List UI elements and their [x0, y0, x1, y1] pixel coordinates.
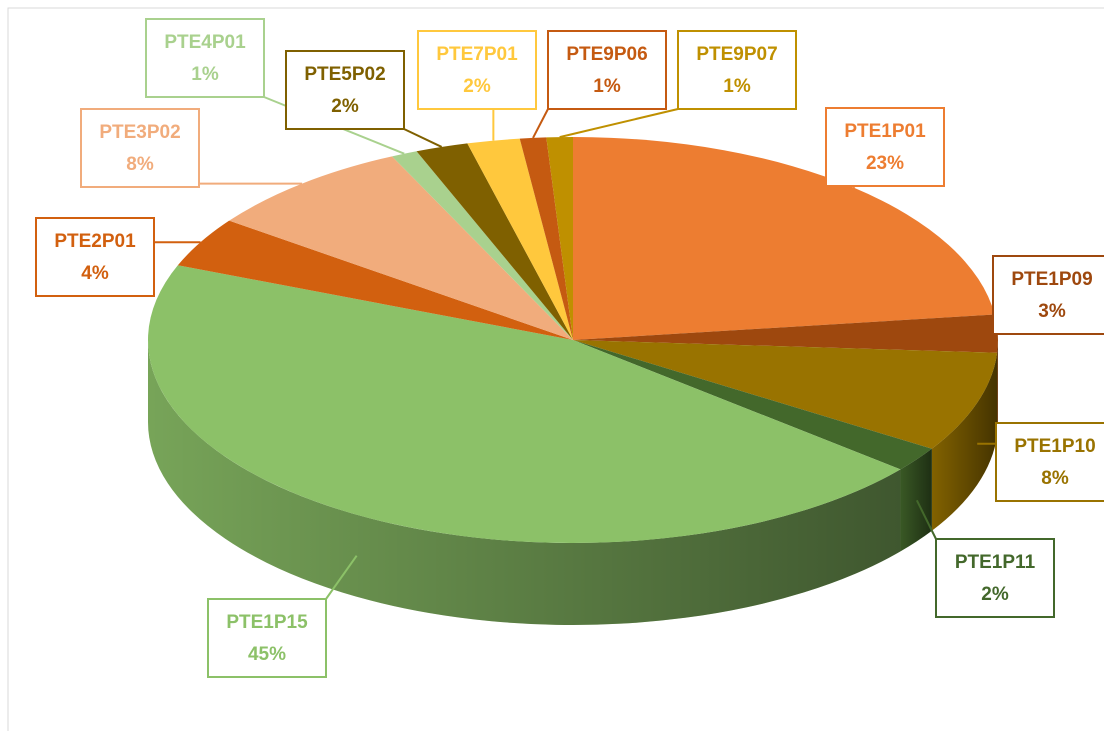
label-value: 1% [593, 76, 621, 97]
label-value: 4% [81, 263, 109, 284]
slice [467, 138, 573, 340]
label-category: PTE9P06 [566, 44, 647, 65]
label-value: 1% [723, 76, 751, 97]
label-category: PTE1P15 [226, 612, 308, 633]
leader-line [915, 499, 937, 540]
label-value: 45% [248, 644, 286, 665]
label-category: PTE5P02 [304, 64, 385, 85]
leader-line [403, 128, 443, 148]
slice-side-shade [997, 340, 998, 435]
label-category: PTE1P01 [844, 121, 926, 142]
label-box [677, 30, 797, 110]
slice [573, 340, 932, 470]
label-value: 8% [126, 154, 154, 175]
label-box [35, 217, 155, 297]
data-labels: PTE1P01 23% PTE1P09 3% PTE1P10 8% PTE1P11 2% PTE… [35, 18, 1104, 678]
slice-side-shade [900, 448, 932, 552]
label-category: PTE2P01 [54, 231, 136, 252]
label-box [995, 422, 1104, 502]
slice [229, 156, 573, 340]
label-value: 2% [981, 584, 1009, 605]
pie-sides [148, 340, 998, 625]
slice [392, 151, 573, 340]
label-category: PTE7P01 [436, 44, 518, 65]
label-category: PTE1P09 [1011, 269, 1092, 290]
label-value: 2% [463, 76, 491, 97]
slice [573, 137, 995, 340]
slice [177, 220, 574, 340]
label-value: 3% [1038, 301, 1066, 322]
slice [519, 137, 573, 340]
slice [573, 340, 998, 449]
label-box [992, 255, 1104, 335]
label-box [825, 107, 945, 187]
slice [573, 314, 999, 353]
label-box [285, 50, 405, 130]
slice [546, 137, 573, 340]
leader-line [325, 555, 358, 600]
leader-line [559, 108, 679, 139]
label-value: 8% [1041, 468, 1069, 489]
label-box [80, 108, 200, 188]
label-box [145, 18, 265, 98]
label-category: PTE1P11 [955, 552, 1036, 573]
label-category: PTE3P02 [99, 122, 180, 143]
label-category: PTE9P07 [696, 44, 777, 65]
label-value: 2% [331, 96, 359, 117]
label-value: 1% [191, 64, 219, 85]
label-box [207, 598, 327, 678]
slice [148, 265, 901, 543]
label-category: PTE4P01 [164, 32, 246, 53]
chart-frame [7, 7, 1104, 731]
label-box [547, 30, 667, 110]
leader-line [532, 108, 549, 139]
label-category: PTE1P10 [1014, 436, 1095, 457]
label-value: 23% [866, 153, 904, 174]
slice-side-shade [931, 352, 998, 531]
pie-tops [148, 137, 999, 543]
label-box [417, 30, 537, 110]
slice-side-shade [148, 340, 901, 625]
slice [416, 143, 573, 340]
label-box [935, 538, 1055, 618]
